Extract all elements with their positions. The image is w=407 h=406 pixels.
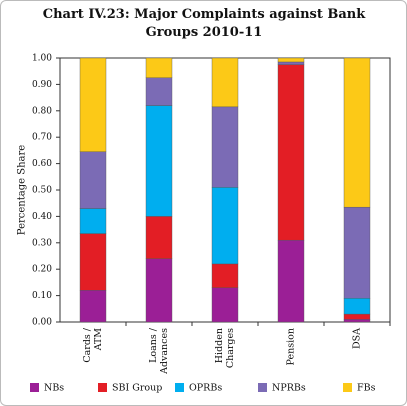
bar-segment xyxy=(277,239,305,323)
bar-segment xyxy=(79,233,107,291)
bar-segment xyxy=(145,258,173,323)
x-tick-label: Loans / xyxy=(148,327,159,363)
bar-segment xyxy=(79,151,107,209)
x-tick-label: Pension xyxy=(286,328,297,365)
bar-segment xyxy=(79,290,107,323)
y-tick-label: 0.80 xyxy=(32,106,52,116)
x-tick-label: Charges xyxy=(225,328,236,368)
x-tick-label: Cards / xyxy=(82,327,93,362)
legend-label: SBI Group xyxy=(112,383,162,394)
bar-segment xyxy=(211,263,239,288)
bar-segment xyxy=(211,187,239,265)
bar-segment xyxy=(145,216,173,259)
bar-segment xyxy=(145,77,173,106)
y-tick-label: 0.20 xyxy=(32,265,52,275)
y-tick-label: 0.10 xyxy=(32,291,52,301)
bar-segment xyxy=(277,61,305,65)
x-tick-label: ATM xyxy=(93,328,104,352)
legend-swatch xyxy=(258,383,267,392)
y-tick-label: 0.60 xyxy=(32,159,52,169)
legend-swatch xyxy=(175,383,184,392)
y-tick-label: 0.40 xyxy=(32,212,52,222)
bar-segment xyxy=(343,298,371,315)
bar-segment xyxy=(145,57,173,78)
x-tick-label: Hidden xyxy=(214,328,225,363)
legend-swatch xyxy=(30,383,39,392)
legend-label: FBs xyxy=(357,383,376,394)
y-tick-label: 1.00 xyxy=(32,54,52,64)
bar-segment xyxy=(145,105,173,217)
legend-label: OPRBs xyxy=(189,383,222,394)
bar-segment xyxy=(343,206,371,299)
bar-segment xyxy=(277,64,305,241)
chart-title: Chart IV.23: Major Complaints against Ba… xyxy=(43,7,367,40)
bar-segment xyxy=(211,57,239,108)
bar-segment xyxy=(343,57,371,208)
legend-label: NPRBs xyxy=(272,383,306,394)
y-tick-label: 0.30 xyxy=(32,238,52,248)
bar-segment xyxy=(79,208,107,234)
legend-label: NBs xyxy=(44,383,64,394)
bar-segment xyxy=(211,106,239,188)
y-tick-label: 0.00 xyxy=(32,318,52,328)
x-tick-label: Advances xyxy=(159,328,170,375)
y-axis-label: Percentage Share xyxy=(17,145,28,235)
bar-segment xyxy=(277,57,305,63)
legend-swatch xyxy=(343,383,352,392)
bar-segment xyxy=(211,287,239,323)
x-tick-label: DSA xyxy=(352,328,363,349)
legend-swatch xyxy=(98,383,107,392)
y-tick-label: 0.70 xyxy=(32,133,52,143)
y-tick-label: 0.50 xyxy=(32,186,52,196)
bar-segment xyxy=(343,313,371,320)
bar-segment xyxy=(343,319,371,323)
bar-segment xyxy=(79,57,107,152)
y-tick-label: 0.90 xyxy=(32,80,52,90)
